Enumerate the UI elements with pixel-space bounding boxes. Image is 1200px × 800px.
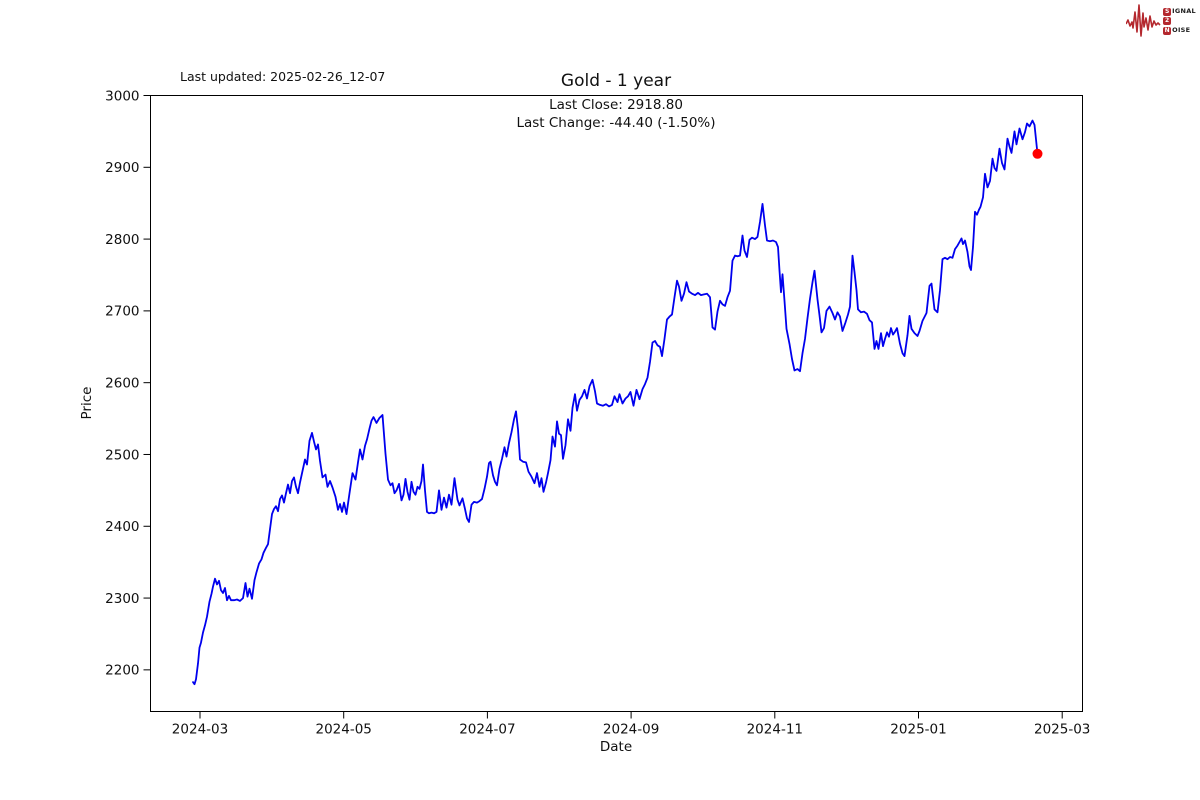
x-axis-label: Date: [600, 739, 632, 755]
last-updated-text: Last updated: 2025-02-26_12-07: [180, 69, 385, 84]
y-tick-label: 2700: [105, 304, 139, 320]
logo-badge-n: N: [1163, 26, 1172, 35]
x-axis-ticks: 2024-03 2024-05 2024-07 2024-09 2024-11 2025-…: [172, 711, 1090, 738]
y-axis-label: Price: [79, 387, 95, 420]
y-axis-ticks: 2200 2300 2400 2500 2600 2700 2800 2900 3000: [105, 88, 151, 679]
chart-title: Gold - 1 year: [561, 71, 671, 91]
x-tick-label: 2024-09: [603, 722, 659, 738]
annotation-last-close: Last Close: 2918.80: [549, 97, 683, 113]
logo-badge-s: S: [1163, 7, 1172, 16]
waveform-icon: [1126, 4, 1161, 37]
y-tick-label: 2400: [105, 519, 139, 535]
y-tick-label: 2900: [105, 160, 139, 176]
y-tick-label: 2800: [105, 232, 139, 248]
y-tick-label: 2500: [105, 447, 139, 463]
x-tick-label: 2024-03: [172, 722, 228, 738]
logo-row-2: 2: [1163, 17, 1196, 25]
x-tick-label: 2025-01: [890, 722, 946, 738]
y-tick-label: 3000: [105, 88, 139, 104]
logo-text: S IGNAL 2 N OISE: [1163, 7, 1196, 35]
logo-rest-ignal: IGNAL: [1172, 7, 1196, 16]
price-line: [192, 119, 1039, 686]
x-tick-label: 2024-07: [459, 722, 515, 738]
x-tick-label: 2025-03: [1034, 722, 1090, 738]
plot-border: [150, 95, 1083, 712]
y-tick-label: 2200: [105, 663, 139, 679]
y-tick-label: 2300: [105, 591, 139, 607]
logo-badge-2: 2: [1163, 17, 1172, 25]
annotation-last-change: Last Change: -44.40 (-1.50%): [516, 115, 715, 131]
logo-row-signal: S IGNAL: [1163, 7, 1196, 16]
x-tick-label: 2024-11: [747, 722, 803, 738]
last-price-marker: [1032, 148, 1043, 159]
signal2noise-logo: S IGNAL 2 N OISE: [1126, 3, 1196, 39]
x-tick-label: 2024-05: [315, 722, 371, 738]
y-tick-label: 2600: [105, 375, 139, 391]
logo-rest-oise: OISE: [1172, 26, 1191, 35]
logo-row-noise: N OISE: [1163, 26, 1196, 35]
